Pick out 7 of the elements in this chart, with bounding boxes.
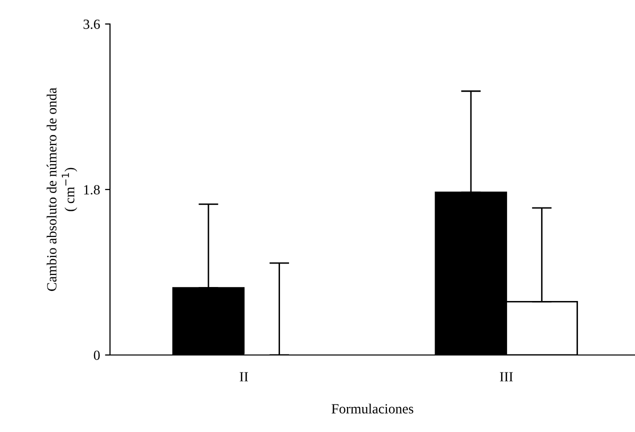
y-axis-title: Cambio absoluto de número de onda ( cm$^{−1}$) xyxy=(46,88,78,291)
y-tick-label: 1.8 xyxy=(84,185,100,195)
x-axis-title: Formulaciones xyxy=(332,404,414,414)
x-tick-label: II xyxy=(240,372,248,382)
x-tick-label: III xyxy=(500,372,513,382)
y-tick-label: 0 xyxy=(94,350,100,360)
y-tick-label: 3.6 xyxy=(84,20,100,30)
